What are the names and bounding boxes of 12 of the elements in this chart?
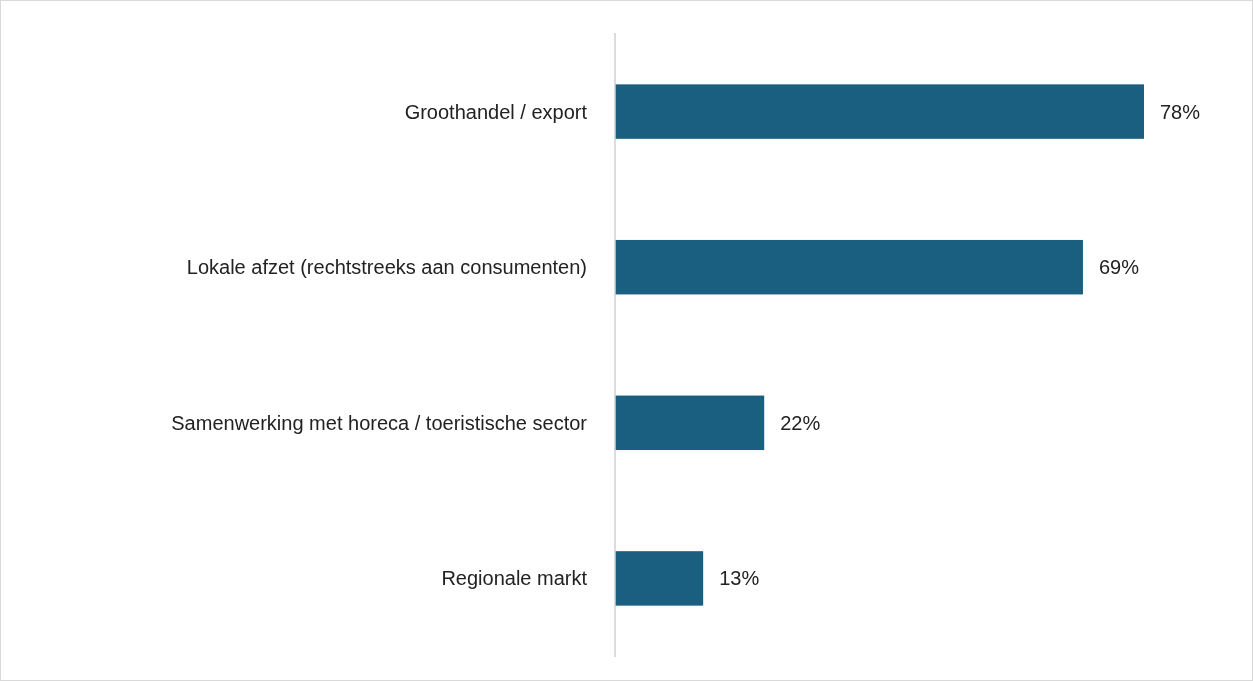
bar — [615, 239, 1083, 295]
data-label: 69% — [1098, 256, 1140, 279]
data-label: 22% — [780, 411, 821, 434]
y-tick-label: Regionale markt — [441, 567, 588, 590]
bar — [615, 395, 765, 451]
bar — [615, 551, 704, 606]
data-label: 78% — [1160, 100, 1201, 123]
data-label: 13% — [719, 567, 760, 590]
y-tick-label: Lokale afzet (rechtstreeks aan consumenten) — [186, 256, 587, 279]
bar — [615, 84, 1144, 139]
y-tick-label: Samenwerking met horeca / toeristische sector — [171, 411, 588, 434]
y-tick-label: Groothandel / export — [404, 100, 588, 123]
